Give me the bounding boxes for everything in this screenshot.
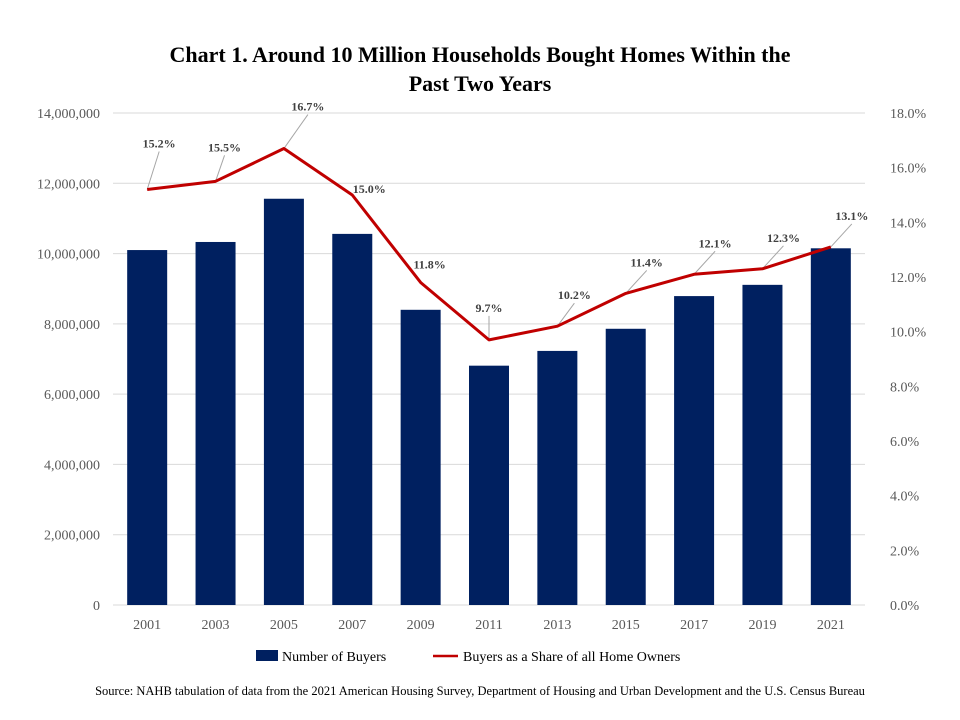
x-tick-2021: 2021 [817,618,845,633]
x-tick-2003: 2003 [202,618,230,633]
line-label-2017: 12.1% [699,236,732,250]
bar-2003 [195,241,236,605]
line-data-labels: 15.2% 15.5% 16.7% 15.0% 11.8% 9.7% 10.2% 11.4% 1… [143,100,869,315]
bar-series-number-of-buyers [127,198,851,606]
left-tick-0: 0 [93,599,100,614]
right-tick-2: 4.0% [890,490,920,505]
left-tick-3: 6,000,000 [44,388,100,403]
bar-2009 [400,309,441,605]
line-label-2013: 10.2% [558,288,591,302]
x-tick-2005: 2005 [270,618,298,633]
line-label-2015: 11.4% [631,255,663,269]
bar-2007 [332,233,373,606]
x-tick-2007: 2007 [338,618,366,633]
left-tick-4: 8,000,000 [44,318,100,333]
legend-swatch-number-of-buyers [256,650,278,661]
legend-label-share-of-home-owners: Buyers as a Share of all Home Owners [463,650,680,665]
line-label-2021: 13.1% [835,209,868,223]
leader-2003 [215,155,226,182]
line-label-2007: 15.0% [353,182,386,196]
legend: Number of Buyers Buyers as a Share of al… [256,650,680,665]
right-tick-0: 0.0% [890,599,920,614]
chart-title-line-2: Past Two Years [409,71,552,96]
leader-2005 [283,114,309,149]
leader-2021 [830,223,853,248]
left-tick-5: 10,000,000 [37,248,100,263]
x-tick-2019: 2019 [748,618,776,633]
leader-2017 [693,250,716,275]
line-series-share-of-home-owners [147,147,832,342]
line-label-2003: 15.5% [208,140,241,154]
bar-2013 [537,350,578,605]
line-label-2001: 15.2% [143,137,176,151]
right-tick-6: 12.0% [890,271,927,286]
line-label-2019: 12.3% [767,231,800,245]
right-tick-3: 6.0% [890,435,920,450]
legend-label-number-of-buyers: Number of Buyers [282,650,386,665]
left-tick-1: 2,000,000 [44,529,100,544]
bar-2015 [605,328,646,605]
left-tick-7: 14,000,000 [37,107,100,122]
right-tick-9: 18.0% [890,107,927,122]
leader-2015 [625,270,648,294]
right-y-axis: 0.0% 2.0% 4.0% 6.0% 8.0% 10.0% 12.0% 14.0% 16.0%… [890,107,927,614]
leader-2019 [762,245,784,270]
right-tick-4: 8.0% [890,380,920,395]
x-tick-2011: 2011 [475,618,502,633]
bar-2019 [742,284,783,605]
left-y-axis: 0 2,000,000 4,000,000 6,000,000 8,000,000 10,… [37,107,100,614]
x-tick-2001: 2001 [133,618,161,633]
x-tick-2015: 2015 [612,618,640,633]
left-tick-2: 4,000,000 [44,458,100,473]
bar-2001 [127,250,168,606]
right-tick-7: 14.0% [890,216,927,231]
bar-2005 [263,198,304,605]
right-tick-1: 2.0% [890,544,920,559]
line-label-2009: 11.8% [413,257,445,271]
x-axis: 2001 2003 2005 2007 2009 2011 2013 2015 2017 2019… [133,618,845,633]
source-note: Source: NAHB tabulation of data from the… [95,684,866,698]
data-label-leader-lines [146,114,853,340]
line-label-2005: 16.7% [291,100,324,114]
leader-2013 [556,302,575,327]
right-tick-5: 10.0% [890,326,927,341]
chart-title-line-1: Chart 1. Around 10 Million Households Bo… [169,42,790,67]
x-tick-2009: 2009 [407,618,435,633]
bar-2017 [674,296,715,605]
x-tick-2013: 2013 [543,618,571,633]
bar-2021 [810,248,851,606]
line-label-2011: 9.7% [476,301,503,315]
share-line [147,147,832,342]
bar-2011 [469,365,509,605]
right-tick-8: 16.0% [890,162,927,177]
left-tick-6: 12,000,000 [37,177,100,192]
leader-2001 [146,151,160,190]
x-tick-2017: 2017 [680,618,708,633]
